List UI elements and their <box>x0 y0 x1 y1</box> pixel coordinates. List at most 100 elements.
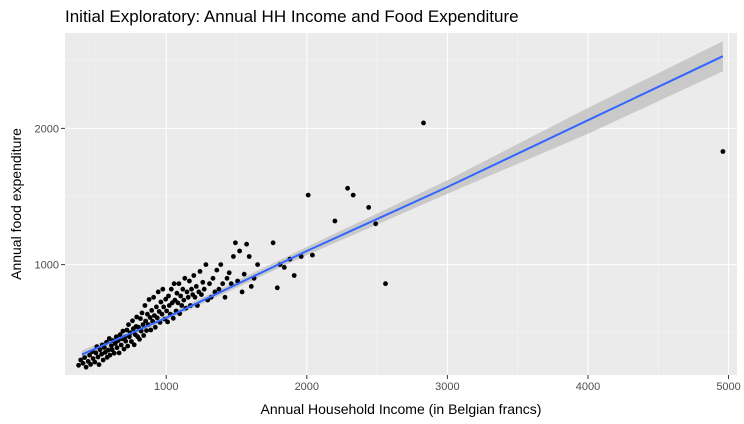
chart-title: Initial Exploratory: Annual HH Income an… <box>65 7 519 26</box>
confidence-band-area <box>81 41 723 359</box>
data-point <box>178 293 184 299</box>
data-point <box>345 185 350 191</box>
data-point <box>121 346 127 352</box>
data-point <box>235 278 241 284</box>
data-point <box>138 316 143 321</box>
data-point <box>144 328 149 333</box>
data-point <box>192 294 198 300</box>
fit-line-group <box>81 55 724 356</box>
data-point <box>129 339 134 344</box>
data-point <box>233 240 238 246</box>
data-point <box>246 254 252 259</box>
data-point <box>158 299 164 305</box>
y-tick-label: 1000 <box>35 260 59 272</box>
data-point <box>83 364 89 370</box>
confidence-band <box>81 41 723 359</box>
data-point <box>291 273 297 278</box>
data-point <box>193 284 199 289</box>
data-point <box>147 315 153 320</box>
data-point <box>350 192 356 198</box>
y-axis-ticks: 1000 2000 <box>35 123 65 272</box>
data-point <box>139 310 145 316</box>
data-point <box>151 294 157 300</box>
data-point <box>152 324 158 330</box>
x-axis-title: Annual Household Income (in Belgian fran… <box>261 401 542 417</box>
data-point <box>107 352 113 358</box>
data-point <box>97 347 103 353</box>
data-point <box>130 318 135 324</box>
data-point <box>179 303 185 308</box>
data-point <box>168 286 174 292</box>
data-point <box>82 355 88 360</box>
data-point <box>184 289 190 295</box>
data-point <box>366 205 372 210</box>
data-point <box>180 286 186 292</box>
data-point <box>174 290 180 296</box>
data-point <box>114 345 120 351</box>
data-point <box>149 308 155 313</box>
data-point <box>123 338 129 344</box>
data-point <box>237 248 243 254</box>
data-point <box>270 240 276 246</box>
data-point <box>92 359 98 365</box>
data-point <box>200 279 206 285</box>
data-point <box>126 322 131 327</box>
data-point <box>310 252 315 258</box>
data-point <box>720 149 726 154</box>
data-point <box>281 265 287 270</box>
data-point <box>155 289 161 295</box>
data-point <box>124 327 130 333</box>
data-point <box>214 267 220 273</box>
data-point <box>255 262 260 267</box>
data-point <box>118 342 124 348</box>
data-point <box>224 275 230 281</box>
data-point <box>207 281 212 287</box>
data-point <box>239 289 245 295</box>
data-point <box>218 262 224 267</box>
data-point <box>106 336 112 341</box>
data-point <box>146 297 152 302</box>
data-point <box>137 336 142 342</box>
data-point <box>87 352 92 358</box>
data-point <box>93 350 99 356</box>
data-point <box>332 218 338 224</box>
data-point <box>143 318 149 324</box>
data-point <box>141 333 147 338</box>
data-point <box>373 221 379 227</box>
data-point <box>228 281 234 287</box>
data-point <box>181 297 187 303</box>
data-point <box>105 347 111 353</box>
x-axis-ticks: 1000 2000 3000 4000 5000 <box>154 375 741 393</box>
fit-line <box>81 55 724 356</box>
x-tick-label: 3000 <box>435 381 459 393</box>
data-point <box>171 281 177 287</box>
data-point <box>109 347 115 353</box>
data-point <box>96 362 102 367</box>
data-point <box>126 334 132 340</box>
data-point <box>76 362 81 368</box>
data-point <box>145 311 150 317</box>
data-point <box>305 192 311 198</box>
data-point <box>197 269 203 274</box>
data-point <box>109 343 114 349</box>
data-point <box>100 357 106 363</box>
data-point <box>154 304 159 310</box>
data-point <box>164 308 170 314</box>
data-point <box>182 275 188 281</box>
data-point <box>159 311 165 317</box>
data-point <box>163 296 169 302</box>
data-point <box>231 254 236 259</box>
data-point <box>117 332 123 338</box>
y-tick-label: 2000 <box>35 123 59 135</box>
data-point <box>201 286 207 292</box>
data-point <box>185 294 191 300</box>
data-point <box>199 292 204 297</box>
data-point <box>226 270 232 276</box>
data-point <box>170 315 176 321</box>
data-point <box>222 294 228 300</box>
data-point <box>176 281 182 287</box>
data-point <box>191 273 197 278</box>
x-tick-label: 4000 <box>576 381 600 393</box>
data-point <box>120 328 126 334</box>
